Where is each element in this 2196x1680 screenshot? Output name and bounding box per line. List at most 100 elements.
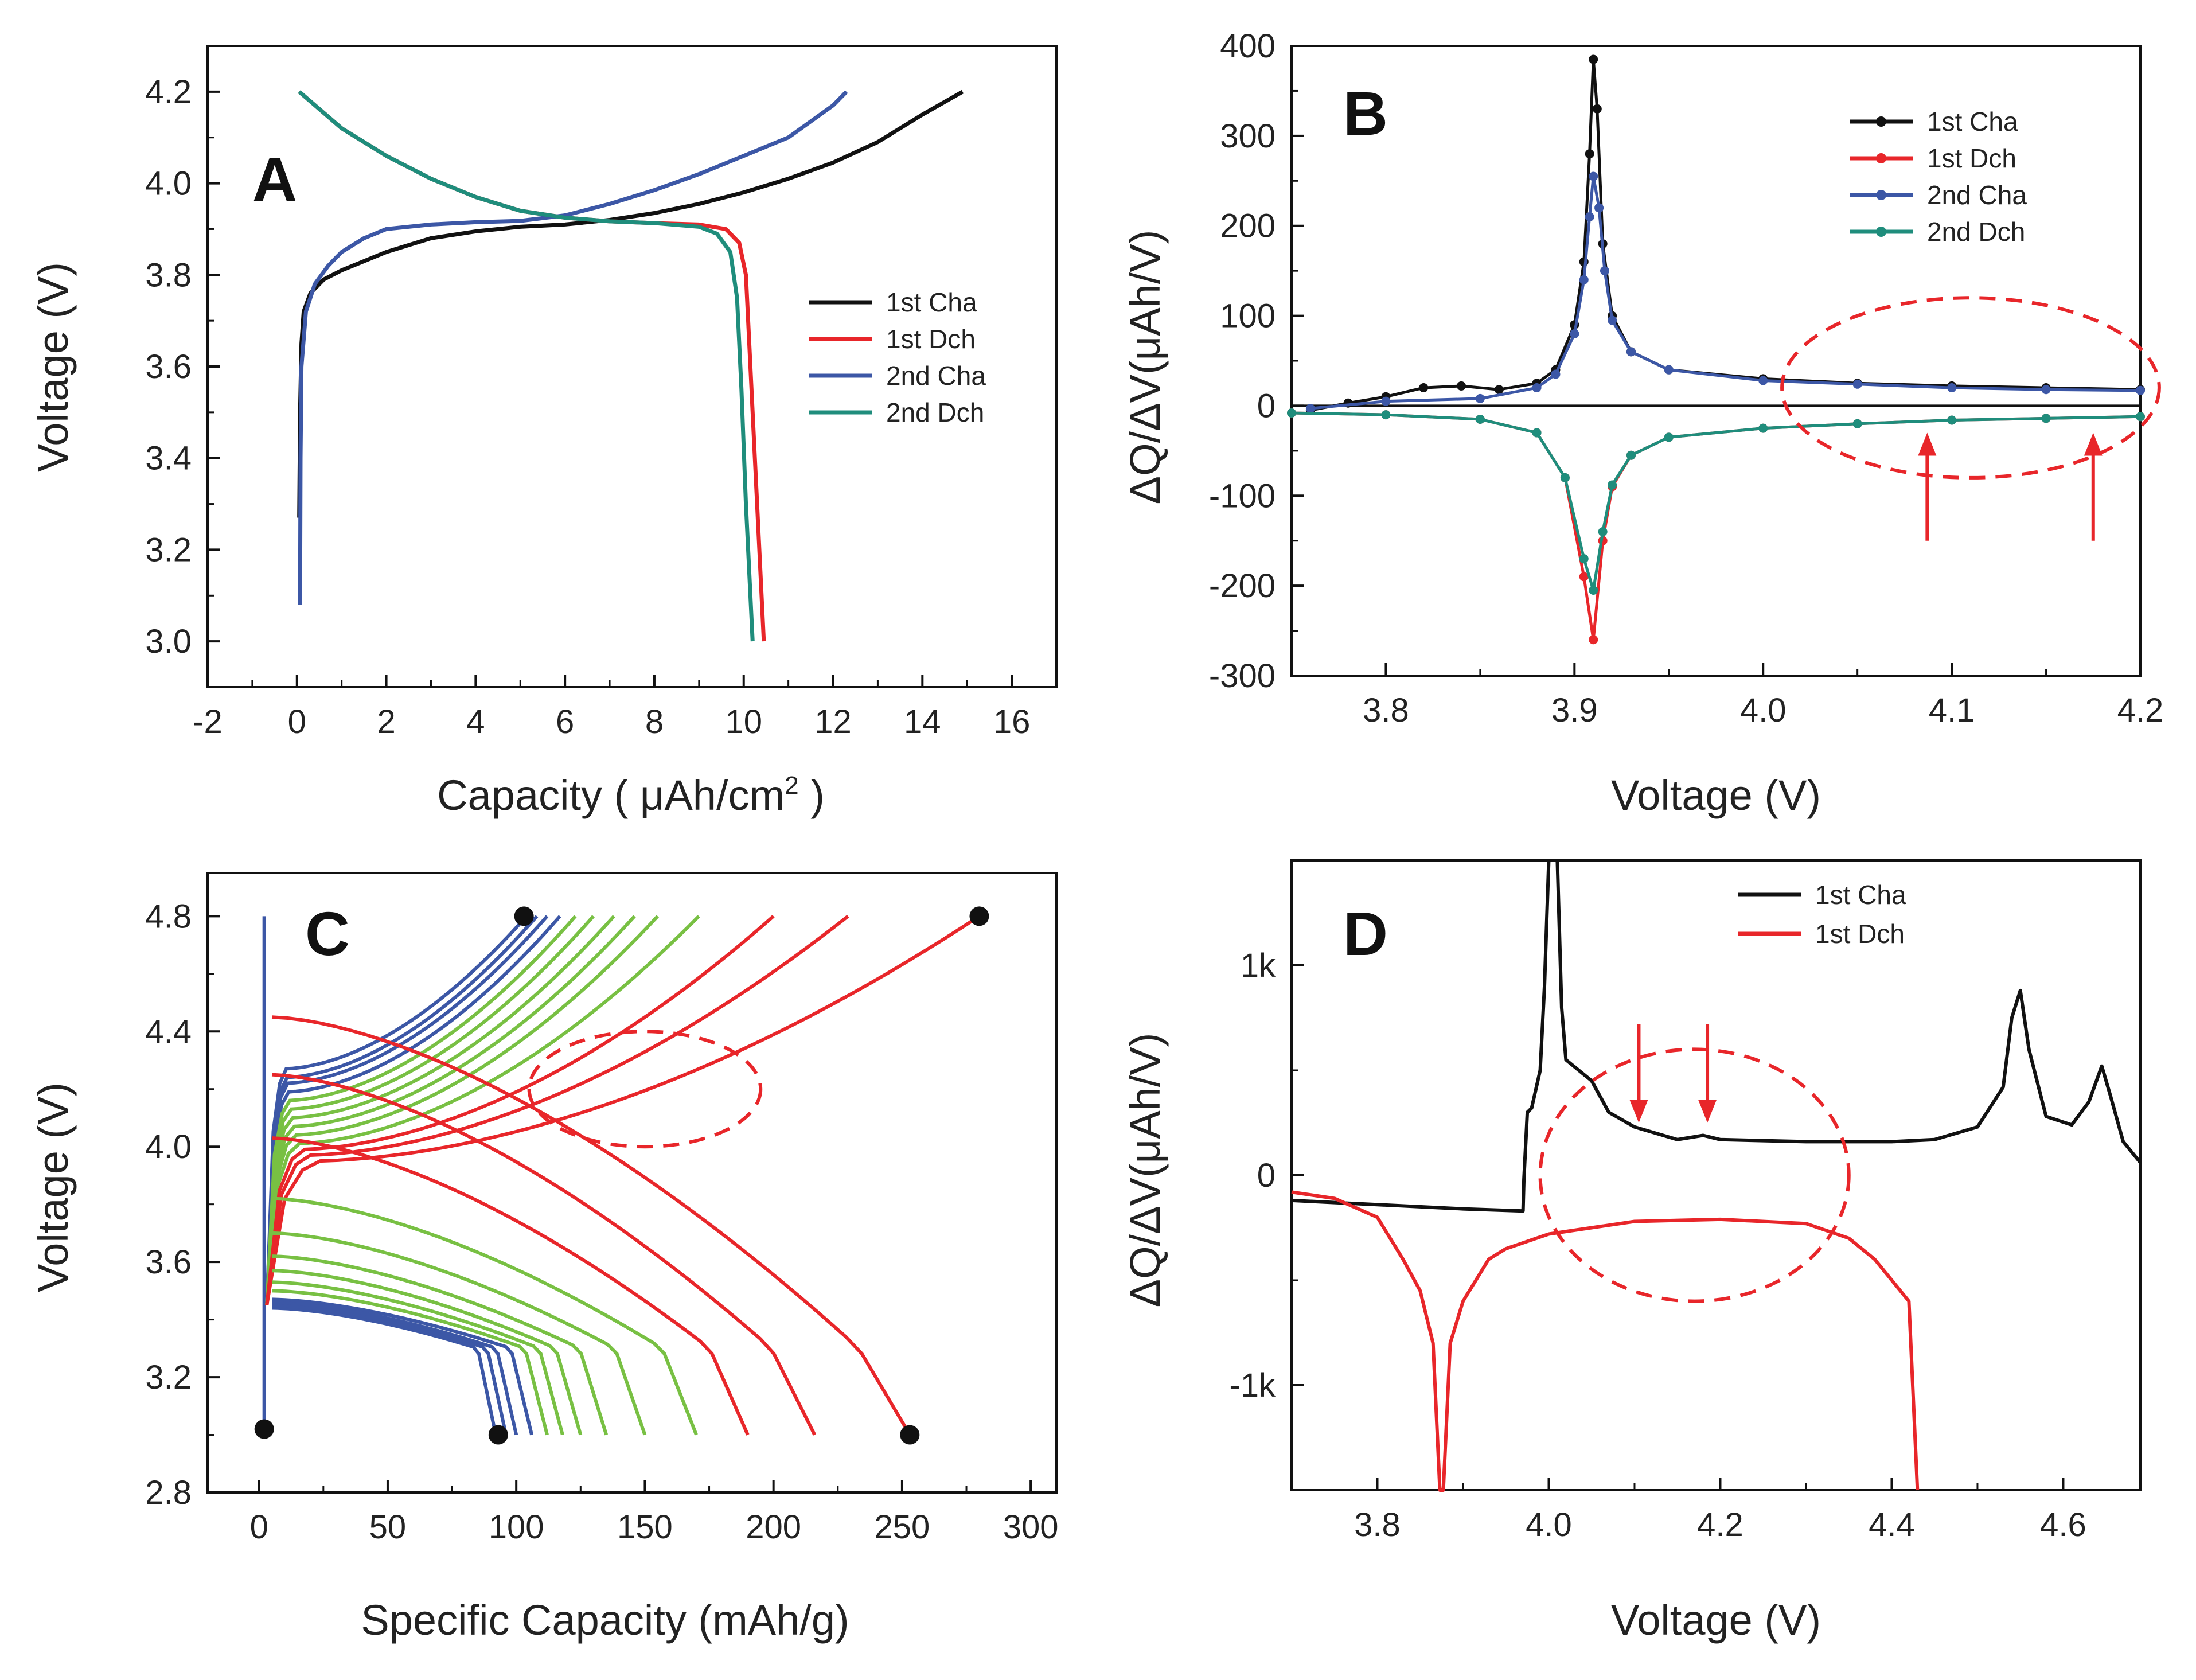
panel-b-arrow-2-head — [2084, 432, 2103, 456]
panel-c-letter: C — [305, 899, 350, 968]
panel-a-ytick-label: 3.2 — [145, 531, 192, 568]
panel-d-letter: D — [1343, 899, 1388, 968]
panel-d-xtick-label: 4.4 — [1869, 1506, 1915, 1543]
panel-d-xlabel: Voltage (V) — [1611, 1596, 1821, 1644]
panel-b-point-2nd-dch — [1381, 410, 1391, 420]
panel-b-point-2nd-cha — [1758, 376, 1768, 385]
panel-a-xtick-label: 10 — [725, 703, 762, 740]
panel-d-ytick-label: 0 — [1257, 1157, 1276, 1194]
panel-b-ylabel: ΔQ/ΔV(μAh/V) — [1121, 230, 1169, 505]
panel-b-legend-marker — [1876, 227, 1886, 237]
panel-b-point-2nd-cha — [1594, 203, 1604, 213]
panel-b-point-2nd-cha — [1551, 369, 1561, 379]
panel-a-xtick-label: -2 — [193, 703, 223, 740]
panel-a-xtick-label: 6 — [556, 703, 574, 740]
panel-b-point-2nd-cha — [1475, 393, 1485, 403]
panel-a-letter: A — [252, 145, 297, 214]
panel-b-point-2nd-dch — [1560, 473, 1570, 482]
panel-c-discharge-curve-9 — [271, 1196, 698, 1436]
panel-b-point-1st-dch — [1579, 572, 1589, 582]
panel-b-ticks: 3.8 3.9 4.0 4.1 4.2 -300 -200 -100 0 100 200 300 400 — [1209, 28, 2163, 729]
panel-c-charge-curve-6 — [265, 915, 615, 1305]
panel-c-discharge-curve-2 — [272, 1300, 518, 1436]
panel-b-letter: B — [1343, 79, 1388, 148]
panel-a-legend-label: 1st Dch — [886, 324, 976, 354]
panel-b-point-2nd-dch — [1579, 554, 1589, 564]
panel-b-point-2nd-cha — [1947, 383, 1957, 393]
panel-b-point-2nd-dch — [1589, 585, 1598, 595]
panel-b-point-1st-cha — [1419, 383, 1429, 393]
panel-b-legend-label: 2nd Dch — [1927, 217, 2025, 247]
panel-b-point-1st-cha — [1457, 381, 1466, 391]
panel-a-ytick-label: 4.0 — [145, 165, 192, 202]
panel-c-discharge-curve-8 — [271, 1231, 647, 1436]
panel-b-point-2nd-cha — [1608, 315, 1617, 325]
panel-a-xtick-label: 14 — [904, 703, 941, 740]
panel-c-ytick-label: 4.4 — [145, 1013, 192, 1050]
panel-c-discharge-curve-10 — [271, 1136, 750, 1436]
panel-d-xtick-label: 3.8 — [1354, 1506, 1401, 1543]
panel-d-legend: 1st Cha 1st Dch — [1738, 880, 1906, 949]
panel-a-ytick-label: 3.4 — [145, 440, 192, 477]
panel-b-point-2nd-cha — [1381, 396, 1391, 406]
panel-a-line-2nd-dch — [298, 90, 755, 642]
panel-c-ytick-label: 3.6 — [145, 1244, 192, 1281]
panel-b-point-2nd-dch — [1598, 527, 1608, 537]
panel-b-legend-label: 1st Dch — [1927, 143, 2016, 173]
panel-a-ytick-label: 3.8 — [145, 256, 192, 294]
panel-c-marker-2 — [488, 1425, 508, 1445]
panel-a-ticks: -2 0 2 4 6 8 10 12 14 16 3.0 3.2 3.4 3.6 3.8 4.0 4.2 — [145, 73, 1030, 740]
panel-b-point-2nd-cha — [1305, 404, 1315, 414]
panel-c-xtick-label: 100 — [489, 1509, 544, 1546]
panel-b-point-2nd-dch — [1532, 428, 1542, 438]
panel-a-xtick-label: 4 — [466, 703, 485, 740]
panel-d-annotations — [1538, 1024, 1851, 1303]
panel-b-highlight-ellipse — [1780, 296, 2161, 480]
panel-b-point-2nd-dch — [1626, 450, 1636, 460]
panel-b-point-2nd-cha — [1852, 379, 1862, 389]
panel-a-legend-label: 2nd Cha — [886, 361, 986, 391]
panel-b-xlabel: Voltage (V) — [1611, 771, 1821, 819]
panel-c-frame — [206, 872, 1058, 1494]
panel-b-point-2nd-dch — [1664, 432, 1674, 442]
panel-c-ticks: 0 50 100 150 200 250 300 2.8 3.2 3.6 4.0 4.4 4.8 — [145, 898, 1058, 1546]
panel-c-discharge-curve-4 — [272, 1289, 549, 1436]
panel-c-ytick-label: 3.2 — [145, 1359, 192, 1396]
panel-b-point-2nd-cha — [2136, 385, 2145, 395]
panel-b-ytick-label: -300 — [1209, 657, 1276, 695]
panel-b-xtick-label: 3.8 — [1363, 692, 1409, 729]
panel-b-point-1st-dch — [1589, 635, 1598, 645]
panel-c-charge-curve-10 — [265, 915, 775, 1305]
panel-b-point-2nd-cha — [1570, 329, 1579, 338]
panel-d-arrow-2-head — [1698, 1100, 1717, 1123]
panel-b-point-2nd-dch — [2136, 412, 2145, 422]
panel-d-ytick-label: -1k — [1229, 1367, 1276, 1404]
panel-c-discharge-curve-3 — [272, 1297, 534, 1436]
panel-d-xtick-label: 4.6 — [2040, 1506, 2086, 1543]
panel-d-xtick-label: 4.0 — [1526, 1506, 1572, 1543]
panel-a-legend-label: 2nd Dch — [886, 397, 984, 427]
panel-d-ytick-label: 1k — [1241, 947, 1276, 984]
panel-b-legend-marker — [1876, 190, 1886, 200]
panel-d: 3.8 4.0 4.2 4.4 4.6 -1k 0 1k D Voltage (V) ΔQ/Δ… — [1121, 859, 2142, 1644]
panel-b-legend: 1st Cha 1st Dch 2nd Cha 2nd Dch — [1850, 107, 2027, 247]
panel-a-xlabel: Capacity ( μAh/cm2 ) — [437, 771, 825, 819]
panel-a-xtick-label: 12 — [814, 703, 852, 740]
panel-a-xtick-label: 2 — [377, 703, 395, 740]
panel-b-xtick-label: 4.2 — [2117, 692, 2164, 729]
panel-d-line-1st-dch — [1291, 1190, 1920, 1492]
panel-c: 0 50 100 150 200 250 300 2.8 3.2 3.6 4.0 4.4 4.8 C S… — [29, 872, 1059, 1644]
panel-a-xtick-label: 8 — [645, 703, 664, 740]
panel-a-ytick-label: 3.0 — [145, 623, 192, 660]
panel-b-point-2nd-dch — [1287, 408, 1296, 418]
panel-c-marker-4 — [969, 906, 989, 926]
panel-c-charge-curve-3 — [265, 915, 561, 1305]
panel-a-xtick-label: 0 — [288, 703, 306, 740]
panel-b-ytick-label: 0 — [1257, 387, 1276, 424]
panel-c-charge-curve-8 — [265, 915, 659, 1305]
panel-b-arrow-1-head — [1918, 432, 1937, 456]
panel-c-discharge-curve-11 — [271, 1073, 817, 1436]
panel-c-marker-0 — [254, 1419, 274, 1439]
panel-c-discharge-curve-1 — [272, 1303, 508, 1436]
